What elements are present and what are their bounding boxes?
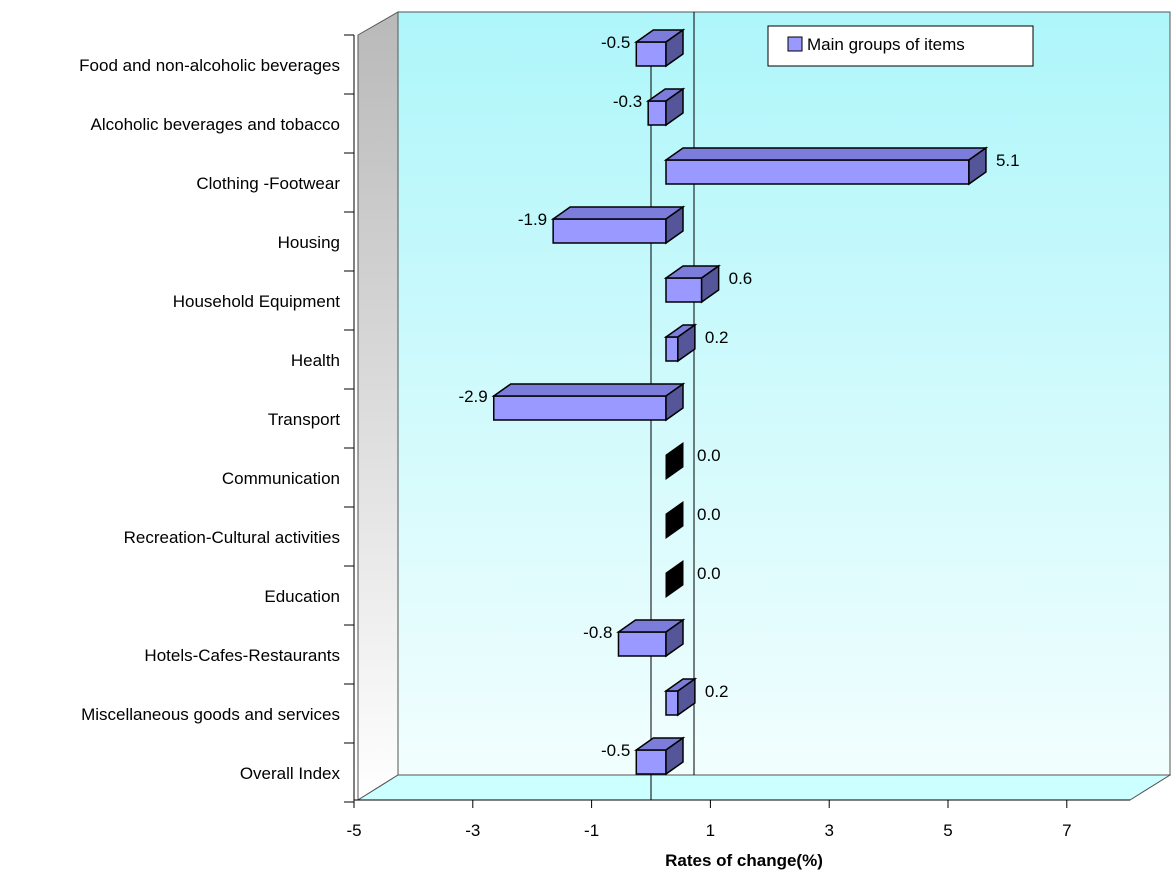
bar-side	[665, 736, 684, 776]
category-label: Alcoholic beverages and tobacco	[91, 115, 341, 134]
category-label: Clothing -Footwear	[196, 174, 340, 193]
bar-front	[635, 41, 667, 67]
legend: Main groups of items	[767, 25, 1034, 67]
data-labels: -0.5 -0.3 5.1 -1.9 0.6 0.2 -2.9 0.0 0.0 0.0 -0.8 0.…	[458, 33, 1019, 760]
bar-front	[552, 218, 667, 244]
bar-side	[665, 382, 684, 422]
bar-front	[492, 395, 667, 421]
value-axis-tick-labels: -5 -3 -1 1 3 5 7	[346, 821, 1071, 840]
data-label: 0.0	[697, 446, 721, 465]
bar-side	[665, 87, 684, 127]
category-label: Recreation-Cultural activities	[124, 528, 340, 547]
category-label: Education	[264, 587, 340, 606]
bar-top	[491, 383, 686, 397]
bar-series	[491, 28, 989, 776]
category-label: Communication	[222, 469, 340, 488]
bar	[665, 501, 684, 539]
legend-box	[767, 25, 1034, 67]
value-axis-tick-label: 5	[943, 821, 952, 840]
data-label: -0.3	[613, 92, 642, 111]
bar-front	[665, 277, 703, 303]
data-label: 0.6	[729, 269, 753, 288]
bar	[663, 146, 989, 186]
value-axis-tick-label: 3	[824, 821, 833, 840]
data-label: -1.9	[518, 210, 547, 229]
data-label: -0.8	[583, 623, 612, 642]
value-axis-tick-label: -3	[465, 821, 480, 840]
category-label: Health	[291, 351, 340, 370]
bar-front	[647, 100, 667, 126]
bar-front	[665, 336, 679, 362]
bar-front	[665, 690, 679, 716]
category-label: Miscellaneous goods and services	[81, 705, 340, 724]
data-label: -2.9	[458, 387, 487, 406]
value-axis-tick-label: -5	[346, 821, 361, 840]
bar	[645, 87, 686, 127]
bar-side	[677, 323, 696, 363]
bar-side	[968, 146, 987, 186]
category-labels: Food and non-alcoholic beverages Alcoholi…	[79, 56, 340, 783]
bar-top	[663, 147, 989, 161]
data-label: -0.5	[601, 33, 630, 52]
data-label: 0.0	[697, 505, 721, 524]
category-label: Housing	[278, 233, 340, 252]
category-label: Hotels-Cafes-Restaurants	[144, 646, 340, 665]
bar-side	[665, 618, 684, 658]
bar-side	[665, 28, 684, 68]
bar-side	[665, 205, 684, 245]
category-label: Overall Index	[240, 764, 341, 783]
value-axis-tick-label: 1	[706, 821, 715, 840]
x-axis-title: Rates of change(%)	[665, 851, 823, 870]
bar	[616, 618, 686, 658]
chart-floor	[356, 774, 1171, 801]
value-axis-ticks	[353, 800, 1068, 808]
category-label: Transport	[268, 410, 340, 429]
bar	[633, 28, 686, 68]
bar-zero-face	[665, 501, 684, 539]
bar	[663, 264, 722, 304]
bar	[663, 677, 698, 717]
side-wall	[357, 11, 399, 801]
category-label: Food and non-alcoholic beverages	[79, 56, 340, 75]
legend-label: Main groups of items	[807, 35, 965, 54]
data-label: 0.2	[705, 682, 729, 701]
category-axis-ticks	[344, 34, 354, 803]
value-axis-tick-label: 7	[1062, 821, 1071, 840]
bar-top	[550, 206, 686, 220]
bar	[491, 382, 686, 422]
data-label: -0.5	[601, 741, 630, 760]
bar	[665, 442, 684, 480]
bar-front	[665, 159, 970, 185]
bar	[663, 323, 698, 363]
bar	[665, 560, 684, 598]
bar-zero-face	[665, 560, 684, 598]
bar	[633, 736, 686, 776]
data-label: 5.1	[996, 151, 1020, 170]
data-label: 0.2	[705, 328, 729, 347]
bar-front	[635, 749, 667, 775]
bar	[550, 205, 686, 245]
legend-swatch	[787, 36, 803, 52]
data-label: 0.0	[697, 564, 721, 583]
bar-side	[700, 264, 720, 304]
bar-front	[617, 631, 667, 657]
category-label: Household Equipment	[173, 292, 341, 311]
bar-zero-face	[665, 442, 684, 480]
value-axis-tick-label: -1	[584, 821, 599, 840]
bar-side	[677, 677, 696, 717]
